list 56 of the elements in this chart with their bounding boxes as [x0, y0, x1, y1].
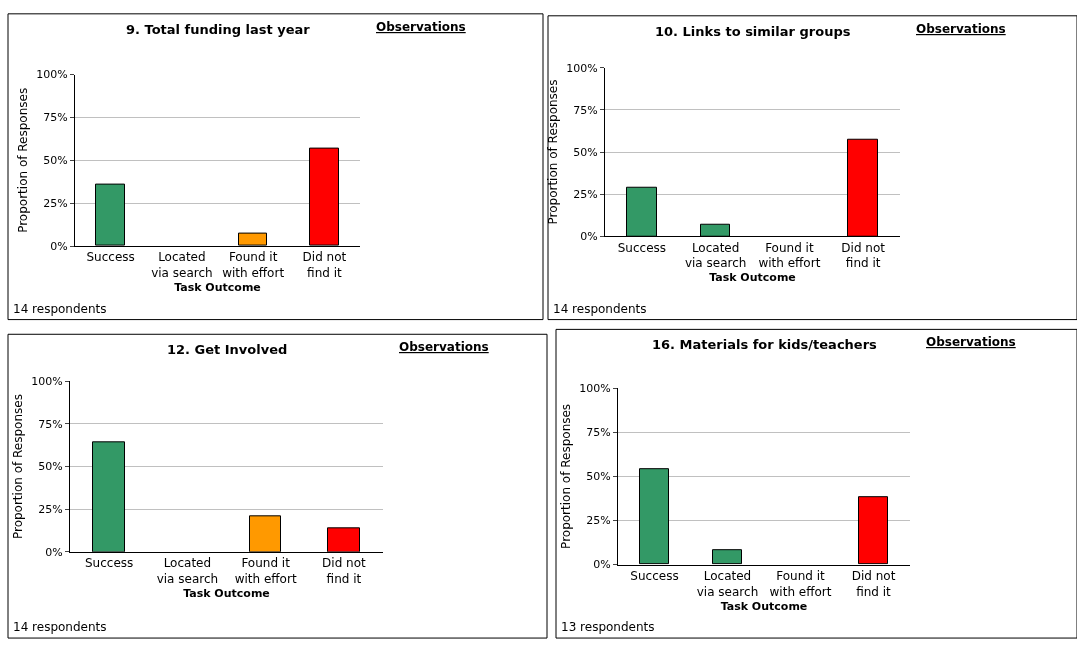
y-tick-label: 50% — [38, 460, 63, 474]
text: 14 respondents — [13, 620, 107, 634]
y-tick-label: 25% — [38, 503, 63, 517]
chart-title: 12. Get Involved — [167, 342, 288, 357]
x-tick-label: Found it with effort — [769, 568, 832, 599]
y-axis-title: Proportion of Responses — [10, 394, 25, 540]
y-tick-label: 0% — [580, 230, 598, 244]
x-tick-label: Found it with effort — [758, 240, 821, 271]
y-axis-title: Proportion of Responses — [558, 403, 573, 549]
x-axis-title: Task Outcome — [174, 281, 261, 295]
x-tick-label: Located via search — [151, 250, 213, 281]
x-tick-label: Success — [630, 568, 679, 583]
x-axis-title: Task Outcome — [720, 599, 808, 613]
y-tick-label: 0% — [50, 239, 68, 253]
chart-title: 16. Materials for kids/teachers — [652, 337, 878, 352]
y-tick-label: 75% — [43, 111, 68, 125]
x-tick-label: Found it with effort — [222, 250, 285, 281]
text: Observations — [926, 335, 1016, 349]
text: 14 respondents — [13, 302, 107, 316]
y-axis-title: Proportion of Responses — [545, 79, 560, 225]
y-tick-label: 0% — [45, 545, 63, 559]
x-tick-label: Did not find it — [851, 568, 896, 599]
text: 14 respondents — [553, 302, 647, 316]
y-tick-label: 0% — [593, 558, 611, 572]
y-axis-title: Proportion of Responses — [15, 87, 30, 233]
x-tick-label: Found it with effort — [234, 556, 297, 586]
chart-title: 9. Total funding last year — [126, 22, 311, 37]
y-tick-label: 50% — [43, 154, 68, 168]
y-tick-label: 50% — [586, 470, 611, 484]
x-tick-label: Located via search — [684, 240, 747, 271]
y-tick-label: 75% — [38, 417, 63, 431]
x-tick-label: Did not find it — [322, 556, 366, 586]
y-tick-label: 25% — [586, 514, 611, 528]
y-tick-label: 25% — [43, 197, 68, 211]
x-tick-label: Did not find it — [302, 250, 347, 281]
y-tick-label: 25% — [573, 188, 598, 201]
x-tick-label: Success — [86, 250, 135, 265]
y-tick-label: 100% — [579, 382, 611, 396]
chart-title: 10. Links to similar groups — [655, 24, 851, 39]
x-axis-title: Task Outcome — [709, 271, 796, 285]
text: Observations — [399, 340, 489, 354]
y-tick-label: 100% — [566, 61, 598, 75]
y-tick-label: 100% — [31, 375, 63, 389]
x-axis-title: Task Outcome — [183, 587, 270, 601]
y-tick-label: 100% — [36, 68, 68, 82]
y-tick-label: 75% — [573, 103, 598, 117]
text: 13 respondents — [561, 620, 655, 634]
y-tick-label: 75% — [586, 426, 611, 440]
x-tick-label: Success — [84, 556, 134, 571]
x-tick-label: Did not find it — [841, 240, 886, 271]
x-tick-label: Located via search — [156, 556, 219, 586]
text: Observations — [916, 22, 1006, 36]
x-tick-label: Success — [617, 240, 667, 255]
y-tick-label: 50% — [573, 145, 598, 159]
text: Observations — [376, 20, 466, 34]
x-tick-label: Located via search — [696, 568, 759, 599]
